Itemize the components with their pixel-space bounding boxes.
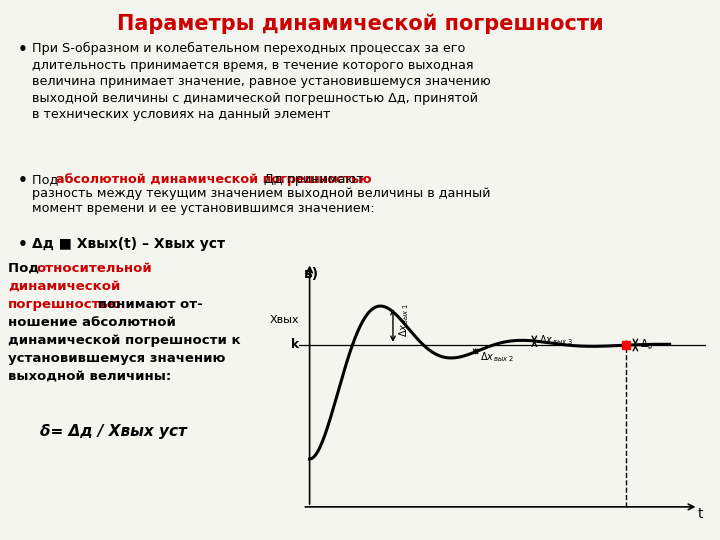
Text: Под: Под <box>8 262 44 275</box>
Text: t: t <box>698 507 703 521</box>
Text: в): в) <box>305 267 320 281</box>
Text: $\Delta x_{\,вых\,1}$: $\Delta x_{\,вых\,1}$ <box>397 303 411 336</box>
Text: δ= Δд / Хвых уст: δ= Δд / Хвых уст <box>40 424 187 439</box>
Text: погрешностью: погрешностью <box>8 298 122 311</box>
Text: Дд принимают: Дд принимают <box>260 173 364 186</box>
Text: ношение абсолютной: ношение абсолютной <box>8 316 176 329</box>
Text: относительной: относительной <box>36 262 152 275</box>
Text: •: • <box>18 237 28 252</box>
Text: •: • <box>18 42 28 57</box>
Text: Δд ■ Хвых(t) – Хвых уст: Δд ■ Хвых(t) – Хвых уст <box>32 237 225 251</box>
Text: момент времени и ее установившимся значением:: момент времени и ее установившимся значе… <box>32 202 374 215</box>
Text: динамической: динамической <box>8 280 120 293</box>
Text: установившемуся значению: установившемуся значению <box>8 352 225 365</box>
Text: выходной величины:: выходной величины: <box>8 370 171 383</box>
Text: понимают от-: понимают от- <box>93 298 203 311</box>
Text: При S-образном и колебательном переходных процессах за его
длительность принимае: При S-образном и колебательном переходны… <box>32 42 491 121</box>
Text: k: k <box>292 338 300 352</box>
Text: динамической погрешности к: динамической погрешности к <box>8 334 240 347</box>
Text: Параметры динамической погрешности: Параметры динамической погрешности <box>117 13 603 33</box>
Text: разность между текущим значением выходной величины в данный: разность между текущим значением выходно… <box>32 187 490 200</box>
Text: абсолютной динамической погрешностью: абсолютной динамической погрешностью <box>56 173 372 186</box>
Text: $\Delta x_{\,вых\,2}$: $\Delta x_{\,вых\,2}$ <box>480 350 513 364</box>
Text: Под: Под <box>32 173 62 186</box>
Text: $\Delta_g$: $\Delta_g$ <box>640 338 654 352</box>
Text: •: • <box>18 173 28 188</box>
Text: $\Delta x_{\,вых\,3}$: $\Delta x_{\,вых\,3}$ <box>539 333 572 347</box>
Text: Хвых: Хвых <box>270 315 300 325</box>
